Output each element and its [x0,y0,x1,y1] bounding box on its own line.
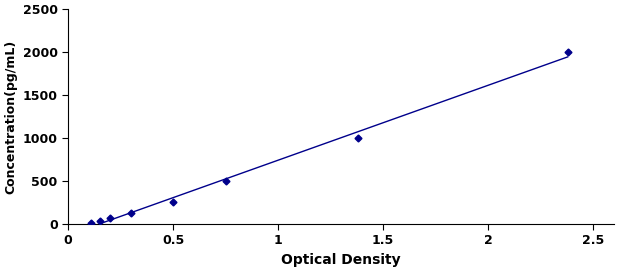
X-axis label: Optical Density: Optical Density [281,253,401,267]
Y-axis label: Concentration(pg/mL): Concentration(pg/mL) [4,39,17,194]
